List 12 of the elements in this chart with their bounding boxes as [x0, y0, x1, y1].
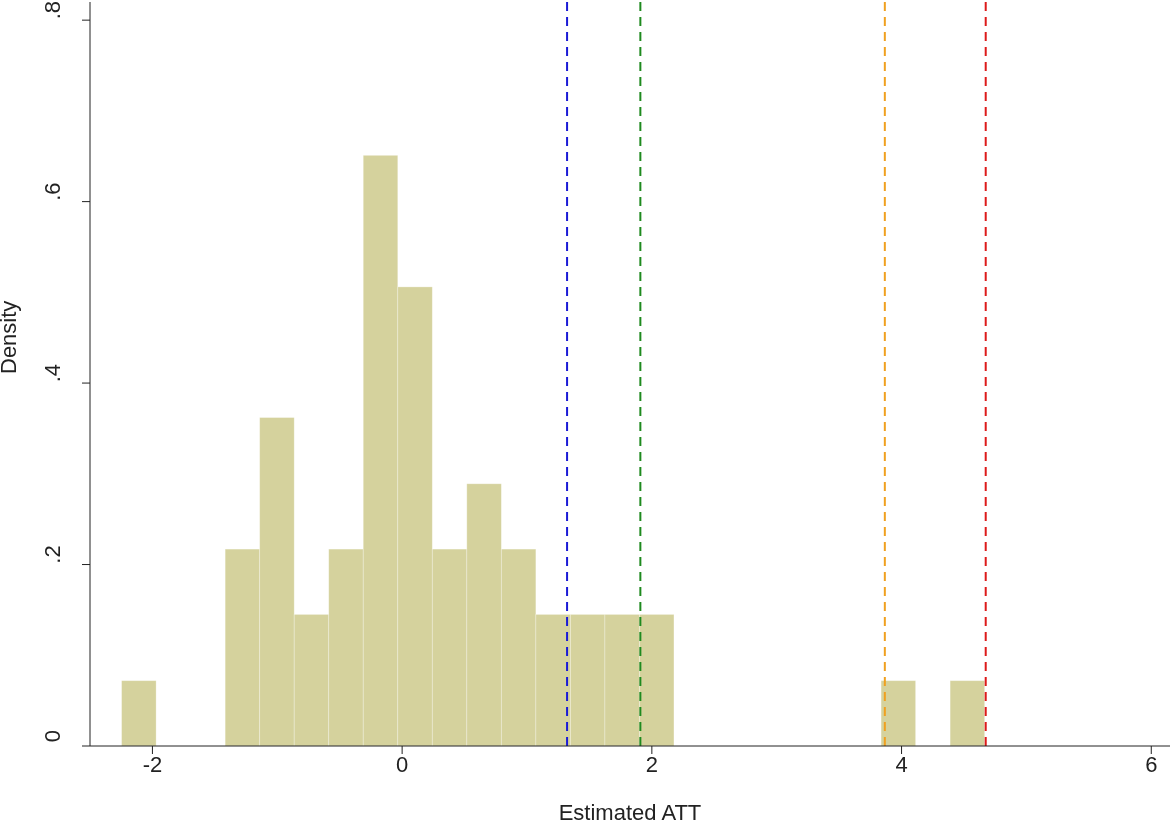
x-axis-title: Estimated ATT	[558, 800, 702, 825]
y-tick-label: .4	[40, 363, 65, 383]
x-tick-label: 6	[1145, 751, 1158, 777]
x-tick-label: -2	[142, 751, 163, 777]
x-tick-label: 4	[895, 751, 908, 777]
y-axis-title: Density	[0, 300, 21, 374]
y-tick-label: .8	[40, 0, 65, 20]
x-tick-label: 2	[645, 751, 658, 777]
y-tick-label: .6	[40, 182, 65, 201]
y-tick-label: 0	[40, 729, 65, 743]
x-tick-label: 0	[396, 751, 409, 777]
y-tick-label: .2	[40, 545, 65, 564]
